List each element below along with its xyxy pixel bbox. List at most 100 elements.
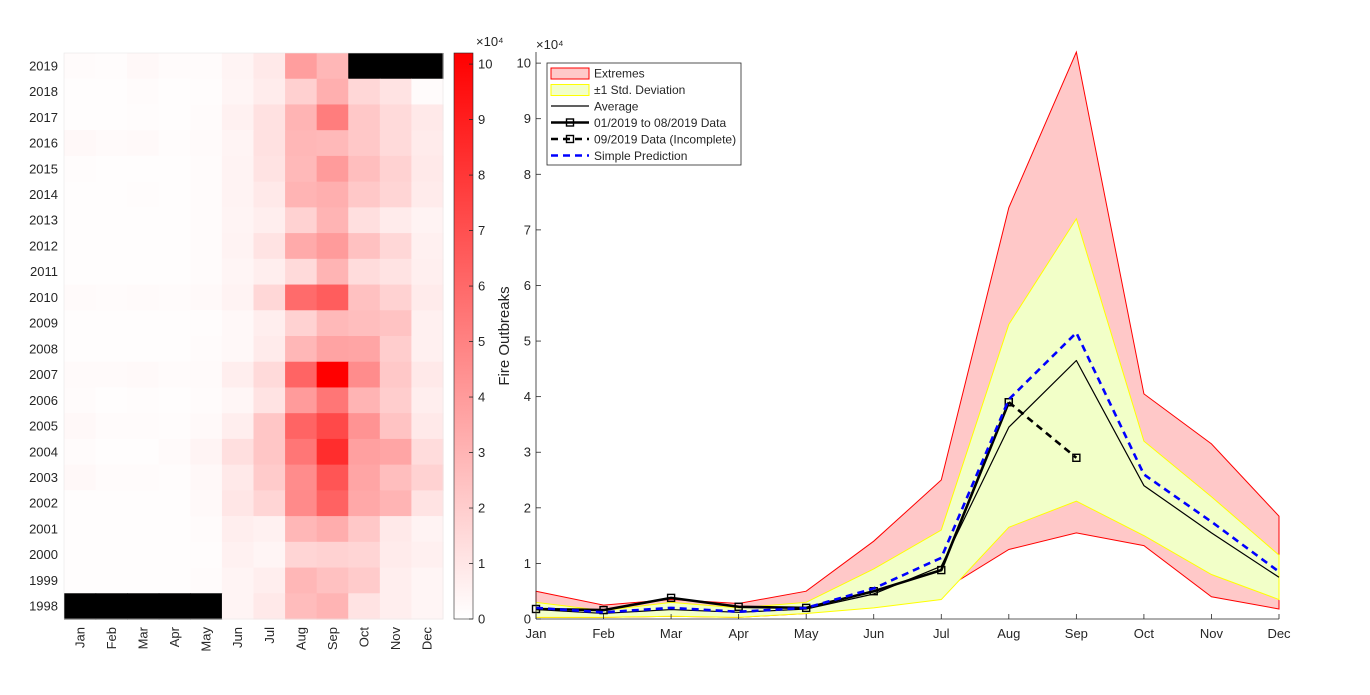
- y-tick-label: 10: [517, 56, 531, 71]
- heatmap-cell: [411, 181, 444, 208]
- heatmap-cell: [348, 284, 381, 311]
- heatmap-cell: [316, 541, 349, 569]
- legend-label: Extremes: [594, 67, 645, 81]
- heatmap-cell: [127, 593, 160, 620]
- heatmap-cell: [348, 104, 381, 131]
- heatmap-cell: [316, 207, 349, 234]
- heatmap-cell: [221, 593, 255, 620]
- heatmap-cell: [411, 567, 444, 594]
- heatmap-cell: [348, 78, 381, 106]
- heatmap-cell: [64, 130, 97, 157]
- heatmap-cell: [158, 413, 191, 440]
- heatmap-cell: [64, 258, 97, 286]
- heatmap-cell: [158, 593, 191, 620]
- heatmap-cell: [285, 130, 318, 157]
- line-chart: Jan Feb Mar Apr May Jun Jul Aug Sep Oct Nov Dec 0 1 2 3…: [517, 37, 1292, 641]
- heatmap-cell: [127, 53, 160, 80]
- x-tick-label: Dec: [1267, 626, 1291, 641]
- heatmap-cell: [190, 233, 223, 260]
- heatmap-cell: [253, 310, 286, 337]
- heatmap-cell: [348, 361, 381, 389]
- heatmap-cell: [285, 593, 318, 620]
- heatmap-cell: [190, 593, 223, 620]
- heatmap-year-label: 2004: [29, 444, 58, 459]
- y-tick-label: 4: [524, 389, 531, 404]
- heatmap-cell: [158, 130, 191, 157]
- colorbar-tick-label: 3: [478, 445, 485, 460]
- y-tick-label: 3: [524, 445, 531, 460]
- heatmap-cell: [379, 438, 413, 466]
- heatmap-cell: [411, 387, 444, 414]
- heatmap-cell: [127, 516, 160, 543]
- heatmap-cell: [285, 387, 318, 414]
- colorbar: 0 1 2 3 4 5 6 7 8 9 10 ×10⁴ Fire Outbreaks: [453, 34, 513, 627]
- heatmap-month-label: Aug: [293, 627, 308, 650]
- heatmap-cell: [95, 490, 128, 517]
- heatmap-cell: [127, 464, 160, 491]
- heatmap-year-label: 2015: [29, 161, 58, 176]
- colorbar-tick-label: 2: [478, 501, 485, 516]
- heatmap-cell: [221, 567, 255, 594]
- legend-box: [546, 62, 742, 166]
- heatmap-cell: [158, 258, 191, 286]
- heatmap-cell: [221, 361, 255, 389]
- heatmap-cell: [64, 516, 97, 543]
- heatmap-cell: [127, 490, 160, 517]
- heatmap-cell: [253, 490, 286, 517]
- x-tick-label: Jun: [863, 626, 884, 641]
- heatmap-cell: [64, 438, 97, 466]
- heatmap-cell: [316, 310, 349, 337]
- series-marker: [1072, 453, 1081, 462]
- heatmap-cell: [158, 53, 191, 80]
- heatmap-year-label: 2011: [30, 264, 58, 279]
- heatmap-cell: [127, 258, 160, 286]
- heatmap-cell: [379, 413, 413, 440]
- heatmap-cell: [316, 78, 349, 106]
- x-tick-label: Sep: [1065, 626, 1088, 641]
- colorbar-tick-label: 7: [478, 223, 485, 238]
- y-tick-label: 9: [524, 111, 531, 126]
- heatmap-cell: [348, 490, 381, 517]
- heatmap-month-label: Dec: [420, 627, 435, 651]
- heatmap-cell: [95, 181, 128, 208]
- heatmap-cell: [379, 78, 413, 106]
- heatmap-cell: [190, 567, 223, 594]
- heatmap-cell: [221, 464, 255, 491]
- heatmap-cell: [411, 413, 444, 440]
- y-tick-label: 6: [524, 278, 531, 293]
- heatmap-cell: [158, 567, 191, 594]
- heatmap-cell: [379, 104, 413, 131]
- heatmap-cell: [221, 310, 255, 337]
- heatmap-cell: [253, 155, 286, 183]
- heatmap-cell: [348, 567, 381, 594]
- heatmap-cell: [95, 593, 128, 620]
- heatmap-year-label: 2006: [29, 393, 58, 408]
- heatmap-cell: [379, 155, 413, 183]
- y-tick-label: 7: [524, 222, 531, 237]
- heatmap-cell: [190, 464, 223, 491]
- heatmap-cell: [285, 258, 318, 286]
- heatmap-year-label: 2014: [29, 187, 58, 202]
- heatmap-cell: [411, 233, 444, 260]
- heatmap-cell: [190, 130, 223, 157]
- heatmap-cell: [221, 258, 255, 286]
- heatmap-cell: [253, 78, 286, 106]
- heatmap-cell: [379, 490, 413, 517]
- heatmap-cell: [348, 233, 381, 260]
- heatmap-cell: [379, 53, 413, 80]
- heatmap-cell: [285, 104, 318, 131]
- series-marker: [599, 605, 608, 615]
- heatmap-cell: [253, 413, 286, 440]
- series-marker: [734, 602, 743, 611]
- heatmap-cell: [411, 490, 444, 517]
- heatmap-month-label: Oct: [357, 627, 372, 648]
- heatmap-cell: [253, 258, 286, 286]
- heatmap-cell: [221, 104, 255, 131]
- heatmap-cell: [253, 438, 286, 466]
- heatmap-cell: [379, 233, 413, 260]
- heatmap-cell: [379, 516, 413, 543]
- heatmap-cell: [316, 361, 349, 389]
- heatmap-cell: [285, 567, 318, 594]
- heatmap-month-label: Mar: [135, 626, 150, 649]
